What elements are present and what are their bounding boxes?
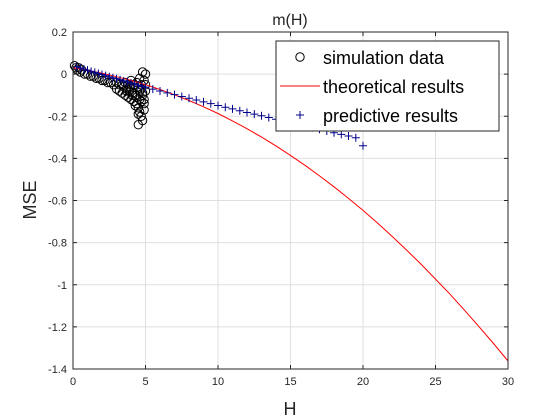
x-tick-label: 5	[142, 376, 148, 388]
y-tick-label: -0.6	[48, 196, 67, 208]
y-tick-label: -1.4	[48, 364, 67, 376]
predictive-point	[76, 64, 85, 72]
ticks: 0 5 10 15 20 25 30 0.2 0 -0.2 -0.4 -0.6 -0.8 -1 -1.2 -1…	[48, 27, 514, 388]
predictive-point	[137, 82, 146, 91]
x-tick-label: 10	[212, 376, 224, 388]
legend-label-theoretical: theoretical results	[323, 77, 464, 97]
simulation-point	[122, 86, 132, 96]
predictive-point	[130, 80, 139, 88]
simulation-point	[133, 109, 144, 119]
predictive-point	[214, 101, 222, 110]
y-tick-label: -0.4	[48, 153, 67, 165]
predictive-point	[87, 67, 96, 76]
simulation-point	[137, 67, 148, 77]
predictive-point	[112, 74, 121, 83]
predictive-point	[108, 73, 117, 82]
predictive-point	[250, 110, 259, 119]
legend-label-predictive: predictive results	[323, 106, 458, 126]
x-axis-label: H	[284, 399, 297, 419]
legend-marker-simulation	[295, 52, 305, 62]
predictive-point	[134, 81, 143, 90]
predictive-point	[359, 141, 367, 150]
y-tick-label: -1	[57, 280, 67, 292]
x-tick-label: 30	[502, 376, 514, 388]
predictive-point	[163, 88, 172, 97]
predictive-point	[156, 87, 164, 95]
simulation-point	[135, 107, 145, 117]
simulation-point	[106, 77, 116, 88]
predictive-point	[235, 106, 244, 115]
predictive-point	[141, 83, 150, 92]
y-axis-label: MSE	[20, 180, 40, 219]
predictive-point	[170, 90, 179, 99]
y-tick-label: 0.2	[52, 27, 67, 39]
predictive-point	[119, 76, 128, 85]
y-tick-label: -0.2	[48, 111, 67, 123]
y-tick-label: -1.2	[48, 322, 67, 334]
predictive-point	[90, 68, 99, 77]
predictive-point	[98, 70, 106, 79]
simulation-point	[135, 94, 145, 105]
x-tick-label: 0	[70, 376, 76, 388]
predictive-point	[228, 104, 237, 113]
legend-marker-predictive	[296, 111, 304, 119]
simulation-point	[91, 73, 101, 84]
predictive-point	[344, 132, 353, 140]
predictive-point	[94, 69, 103, 78]
y-tick-label: 0	[61, 69, 67, 81]
simulation-point	[133, 120, 144, 130]
predictive-point	[116, 75, 125, 84]
simulation-point	[136, 111, 146, 122]
predictive-point	[105, 72, 114, 81]
y-tick-label: -0.8	[48, 238, 67, 250]
predictive-point	[264, 113, 273, 122]
chart-title: m(H)	[272, 12, 308, 29]
predictive-point	[243, 108, 251, 117]
predictive-point	[127, 79, 135, 87]
predictive-point	[257, 111, 266, 120]
predictive-point	[351, 133, 360, 142]
predictive-point	[177, 92, 186, 101]
legend-label-simulation: simulation data	[323, 48, 445, 68]
predictive-point	[221, 103, 230, 112]
predictive-point	[192, 96, 201, 104]
predictive-point	[123, 77, 132, 86]
legend: simulation data theoretical results pred…	[275, 40, 500, 132]
x-tick-label: 20	[357, 376, 369, 388]
predictive-point	[206, 99, 215, 108]
predictive-point	[185, 94, 193, 103]
x-tick-label: 25	[429, 376, 441, 388]
predictive-point	[83, 66, 92, 75]
x-tick-label: 15	[284, 376, 296, 388]
predictive-point	[79, 65, 88, 74]
predictive-point	[148, 85, 157, 94]
predictive-point	[101, 71, 110, 80]
predictive-point	[199, 97, 208, 106]
predictive-point	[72, 62, 81, 71]
predictive-point	[337, 130, 346, 139]
simulation-point	[132, 92, 142, 103]
